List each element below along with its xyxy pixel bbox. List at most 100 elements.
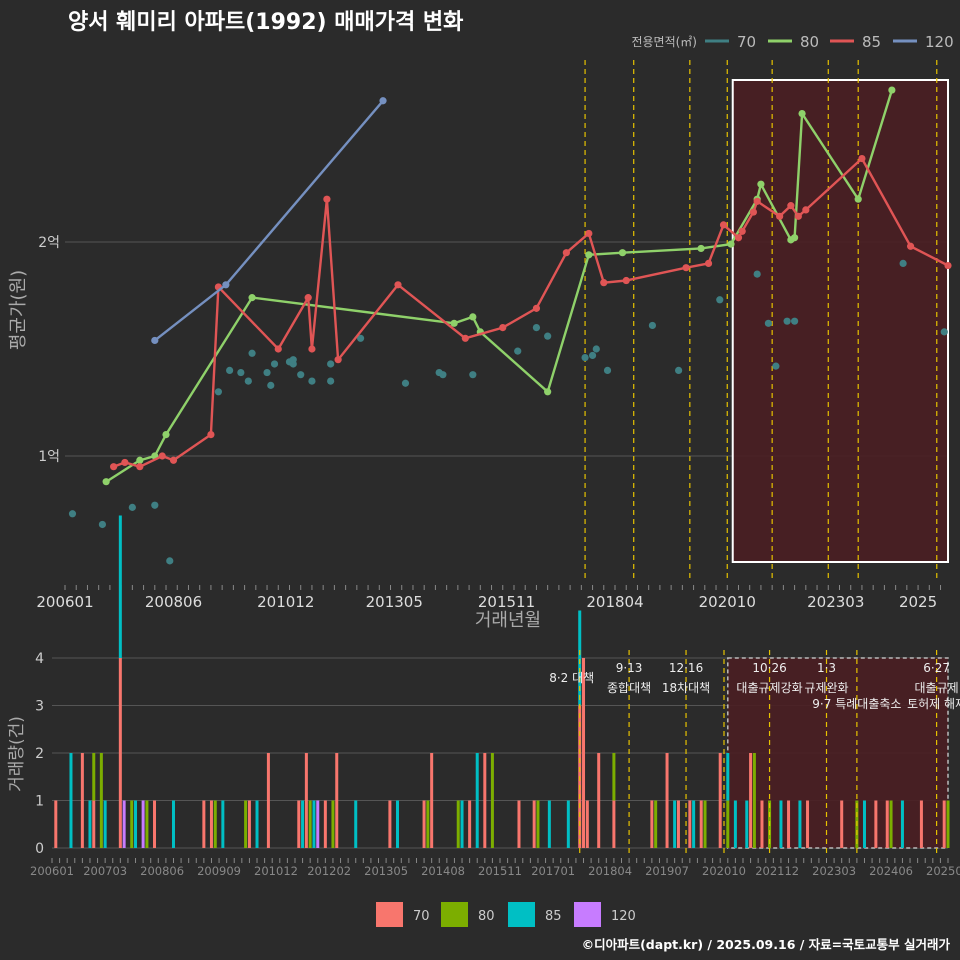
volume-annotation-text: 9·7 특례대출축소 [812, 697, 901, 711]
volume-annotation-text: 토허제 해제 [907, 697, 960, 711]
volume-bar-85 [726, 753, 730, 801]
volume-bar-80 [654, 800, 658, 848]
volume-bar-70 [840, 800, 844, 848]
volume-y-tick-label: 2 [35, 746, 44, 762]
volume-bar-70 [787, 800, 791, 848]
price-point-70 [469, 371, 477, 379]
price-point-80 [450, 319, 458, 327]
price-point-85 [682, 264, 690, 272]
volume-x-tick-label: 200703 [83, 864, 127, 878]
volume-bar-80 [536, 800, 540, 848]
volume-bar-120 [141, 800, 145, 848]
price-x-tick-label: 200601 [36, 593, 93, 611]
price-point-85 [704, 259, 713, 267]
price-point-70 [772, 362, 780, 370]
volume-y-tick-label: 0 [35, 841, 44, 857]
price-point-70 [940, 328, 948, 336]
price-point-70 [439, 371, 447, 379]
volume-x-tick-label: 201804 [588, 864, 632, 878]
volume-bar-70 [468, 800, 472, 848]
volume-bar-80 [213, 800, 217, 848]
volume-x-tick-label: 201202 [307, 864, 351, 878]
price-point-70 [753, 270, 761, 278]
volume-x-tick-label: 201701 [531, 864, 575, 878]
price-point-70 [764, 319, 773, 327]
price-point-85 [585, 229, 593, 238]
volume-annotation-date: 6·27 [923, 661, 950, 675]
volume-bar-70 [517, 800, 521, 848]
price-point-85 [461, 334, 469, 342]
volume-bar-85 [779, 800, 783, 848]
price-point-70 [544, 332, 552, 340]
price-point-70 [98, 520, 107, 529]
price-point-85 [532, 304, 541, 312]
volume-bar-70 [650, 800, 654, 848]
volume-bar-80 [889, 800, 893, 848]
price-point-85 [600, 279, 608, 287]
price-point-85 [334, 356, 342, 364]
price-point-85 [738, 227, 746, 235]
volume-y-tick-label: 1 [35, 794, 44, 810]
price-point-70 [214, 388, 223, 396]
volume-bar-70 [388, 800, 392, 848]
volume-x-tick-label: 202112 [755, 864, 799, 878]
price-point-85 [944, 261, 952, 270]
price-point-80 [727, 240, 735, 248]
volume-bar-85 [134, 800, 138, 848]
price-point-85 [110, 463, 118, 471]
price-point-70 [166, 557, 174, 565]
price-point-120 [379, 97, 387, 105]
chart-title: 양서 훼미리 아파트(1992) 매매가격 변화 [68, 10, 464, 35]
price-point-70 [248, 349, 256, 357]
price-point-85 [323, 195, 331, 203]
price-point-70 [128, 503, 136, 511]
price-x-tick-label: 200806 [145, 593, 202, 611]
price-point-70 [716, 296, 724, 304]
volume-bar-85 [578, 610, 582, 706]
price-point-85 [734, 234, 743, 242]
volume-annotation-date: 1·3 [817, 661, 836, 675]
volume-bar-85 [221, 800, 225, 848]
volume-legend-key-70 [376, 902, 403, 927]
volume-bar-85 [88, 800, 92, 848]
volume-legend-label-85: 85 [545, 909, 562, 924]
volume-bar-70 [582, 658, 586, 848]
volume-bar-70 [699, 800, 703, 848]
price-point-70 [244, 377, 252, 385]
volume-annotation-date: 10·26 [752, 661, 786, 675]
price-legend-label-80: 80 [800, 33, 819, 51]
volume-bar-70 [760, 800, 764, 848]
volume-bar-85 [733, 800, 737, 848]
volume-x-tick-label: 200601 [30, 864, 74, 878]
volume-x-tick-label: 200909 [197, 864, 241, 878]
volume-bar-80 [703, 800, 707, 848]
volume-bar-85 [798, 800, 802, 848]
volume-bar-70 [153, 800, 157, 848]
price-point-85 [753, 197, 761, 205]
volume-bar-80 [331, 800, 335, 848]
volume-bar-85 [692, 800, 696, 848]
price-point-70 [648, 321, 657, 330]
volume-x-tick-label: 202406 [869, 864, 913, 878]
volume-bar-80 [92, 753, 96, 801]
volume-bar-85 [118, 515, 122, 658]
price-y-tick-label: 1억 [38, 449, 60, 465]
price-x-tick-label: 2025 [899, 593, 937, 611]
price-point-70 [297, 371, 305, 379]
volume-bar-80 [490, 753, 494, 848]
price-x-tick-label: 201305 [366, 593, 423, 611]
price-point-70 [675, 366, 683, 374]
volume-x-tick-label: 200806 [140, 864, 184, 878]
price-point-70 [532, 324, 541, 332]
price-point-120 [151, 336, 159, 345]
price-point-80 [544, 388, 552, 396]
volume-legend-label-120: 120 [611, 909, 636, 924]
price-point-70 [289, 356, 297, 364]
price-point-70 [603, 366, 612, 374]
price-point-85 [394, 281, 402, 289]
price-x-tick-label: 201012 [257, 593, 314, 611]
price-point-80 [469, 313, 477, 321]
price-point-85 [158, 452, 166, 460]
